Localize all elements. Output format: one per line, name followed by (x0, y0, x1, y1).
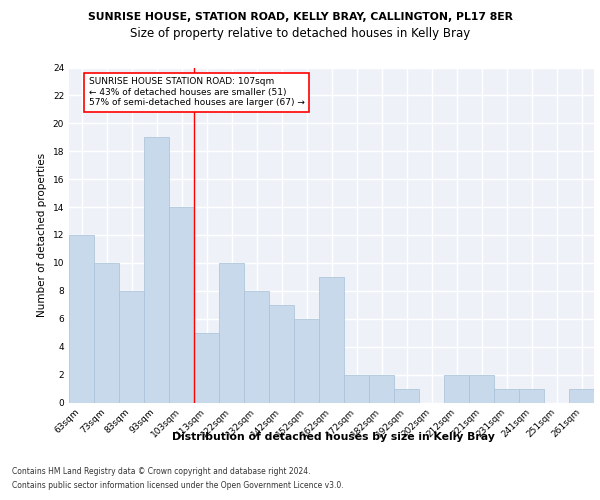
Bar (269, 305, 294, 402)
Bar (69, 235, 94, 402)
Bar (294, 319, 319, 402)
Bar (144, 138, 169, 402)
Text: SUNRISE HOUSE STATION ROAD: 107sqm
← 43% of detached houses are smaller (51)
57%: SUNRISE HOUSE STATION ROAD: 107sqm ← 43%… (89, 78, 305, 107)
Text: Contains public sector information licensed under the Open Government Licence v3: Contains public sector information licen… (12, 481, 344, 490)
Bar (444, 374, 469, 402)
Bar (219, 263, 244, 402)
Bar (569, 388, 594, 402)
Bar (319, 277, 344, 402)
Bar (394, 388, 419, 402)
Bar (519, 388, 544, 402)
Bar (369, 374, 394, 402)
Text: SUNRISE HOUSE, STATION ROAD, KELLY BRAY, CALLINGTON, PL17 8ER: SUNRISE HOUSE, STATION ROAD, KELLY BRAY,… (88, 12, 512, 22)
Bar (194, 332, 219, 402)
Bar (494, 388, 519, 402)
Bar (344, 374, 369, 402)
Bar (119, 291, 144, 403)
Bar (94, 263, 119, 402)
Bar (469, 374, 494, 402)
Text: Distribution of detached houses by size in Kelly Bray: Distribution of detached houses by size … (172, 432, 494, 442)
Y-axis label: Number of detached properties: Number of detached properties (37, 153, 47, 317)
Text: Contains HM Land Registry data © Crown copyright and database right 2024.: Contains HM Land Registry data © Crown c… (12, 468, 311, 476)
Text: Size of property relative to detached houses in Kelly Bray: Size of property relative to detached ho… (130, 28, 470, 40)
Bar (244, 291, 269, 403)
Bar (169, 207, 194, 402)
